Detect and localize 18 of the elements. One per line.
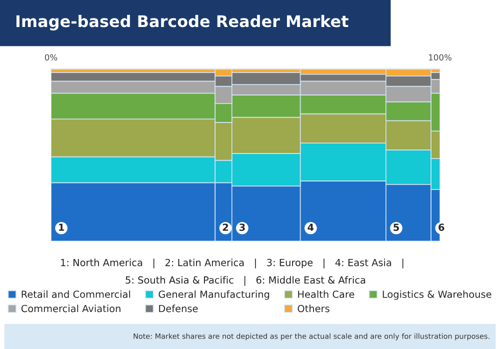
- annotation: 1: [59, 224, 64, 231]
- x-tick-label: 100%: [429, 54, 452, 61]
- legend-label: General Manufacturing: [158, 290, 270, 300]
- legend-label: Commercial Aviation: [21, 304, 120, 312]
- legend-label: Others: [298, 304, 330, 312]
- legend-label: Health Care: [298, 290, 354, 298]
- annotation: 2: [222, 224, 228, 231]
- legend-label: Defense: [159, 304, 198, 312]
- annotation: 5: [394, 224, 399, 231]
- legend-label: Retail and Commercial: [22, 290, 130, 298]
- annotation: 4: [308, 224, 314, 231]
- annotation: 3: [239, 224, 245, 231]
- annotation: 6: [438, 224, 444, 231]
- x-tick-label: 0%: [44, 54, 58, 61]
- text: 1: North America | 2: Latin America | 3: Europe | 4: East Asia |: [61, 258, 404, 268]
- text: 5: South Asia & Pacific | 6: Middle East & Africa: [126, 276, 366, 286]
- chart-title: Image-based Barcode Reader Market: [16, 14, 348, 30]
- legend-label: Logistics & Warehouse: [382, 290, 492, 300]
